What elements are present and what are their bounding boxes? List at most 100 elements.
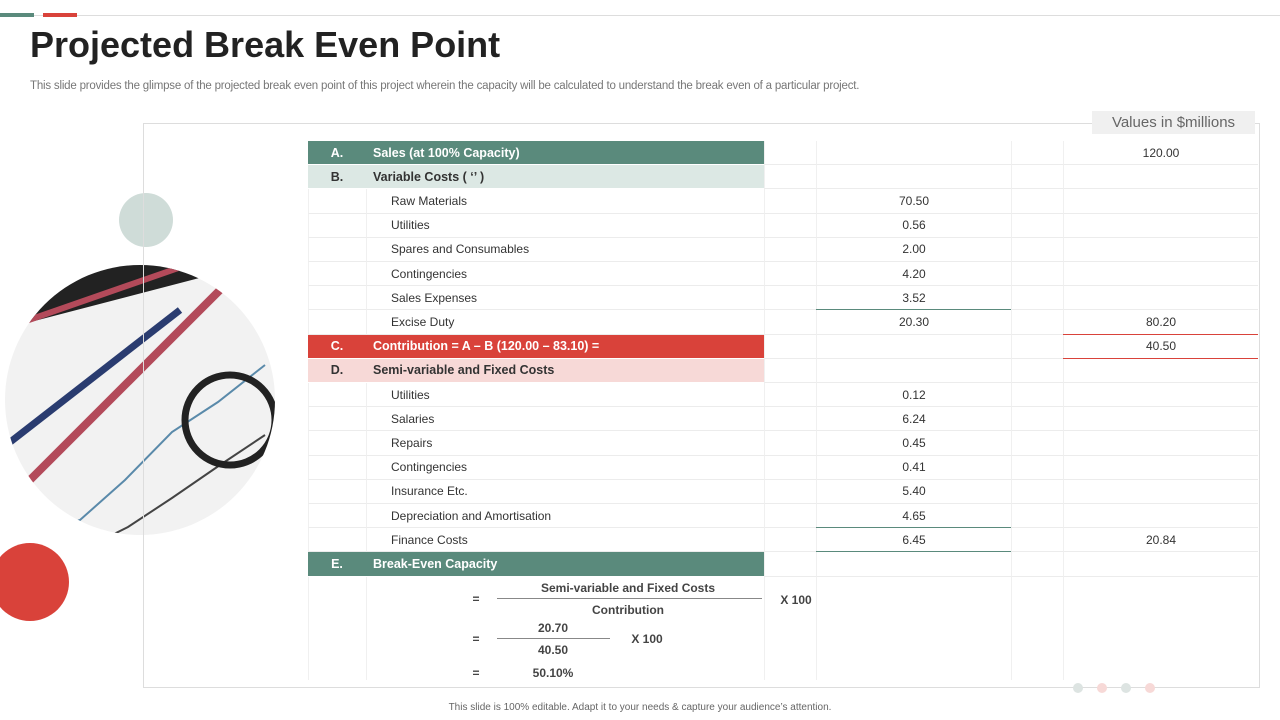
decor-dot (119, 193, 173, 247)
cell (816, 552, 1011, 577)
cell (1063, 552, 1258, 577)
cell (1063, 407, 1258, 432)
cell-label: Variable Costs ( ‘’ ) (366, 165, 764, 190)
cell (1063, 286, 1258, 311)
cell (1011, 552, 1063, 577)
cell (1011, 213, 1063, 238)
cell-amount: 4.65 (816, 504, 1011, 529)
cell (1063, 479, 1258, 504)
cell (1063, 358, 1258, 383)
cell (1011, 407, 1063, 432)
cell (764, 358, 816, 383)
photo-content (5, 265, 275, 535)
cell (1063, 213, 1258, 238)
cell (1063, 455, 1258, 480)
cell-total: 80.20 (1063, 310, 1258, 335)
cell (764, 237, 816, 262)
cell (1011, 383, 1063, 408)
cell-amount: 5.40 (816, 479, 1011, 504)
cell-label: Contingencies (366, 262, 764, 287)
cell (764, 262, 816, 287)
cell (308, 310, 366, 335)
cell-label: Depreciation and Amortisation (366, 504, 764, 529)
numerator: 20.70 (537, 621, 569, 635)
cell-amount: 6.24 (816, 407, 1011, 432)
cell (308, 237, 366, 262)
column-border (1063, 576, 1064, 680)
sum-rule (1063, 357, 1258, 359)
cell (1011, 286, 1063, 311)
result: 50.10% (532, 666, 574, 680)
photo-circle (5, 265, 275, 535)
sum-rule (816, 527, 1011, 529)
cell (1011, 310, 1063, 335)
cell (816, 334, 1011, 359)
cell (308, 286, 366, 311)
fraction-bar (497, 598, 762, 599)
denominator: 40.50 (537, 643, 569, 657)
cell (764, 334, 816, 359)
cell (1011, 479, 1063, 504)
equals: = (472, 632, 480, 646)
equals: = (472, 592, 480, 606)
accent-teal (0, 13, 34, 17)
cell-amount: 6.45 (816, 528, 1011, 553)
column-border (1011, 576, 1012, 680)
cell-total: 120.00 (1063, 141, 1258, 166)
cell (1011, 455, 1063, 480)
cell (764, 552, 816, 577)
cell (1063, 165, 1258, 190)
cell (764, 479, 816, 504)
nav-dot (1097, 683, 1107, 693)
cell-label: Sales Expenses (366, 286, 764, 311)
cell (816, 141, 1011, 166)
cell-label: Excise Duty (366, 310, 764, 335)
cell (1011, 358, 1063, 383)
multiplier: X 100 (631, 632, 663, 646)
sum-rule (816, 551, 1011, 553)
cell-label: Insurance Etc. (366, 479, 764, 504)
cell-label: Repairs (366, 431, 764, 456)
denominator: Contribution (592, 603, 664, 617)
nav-dot (1145, 683, 1155, 693)
cell (764, 213, 816, 238)
cell (1063, 262, 1258, 287)
cell-amount: 3.52 (816, 286, 1011, 311)
cell-label: Sales (at 100% Capacity) (366, 141, 764, 166)
cell (1063, 383, 1258, 408)
cell (1011, 165, 1063, 190)
cell-label: Contingencies (366, 455, 764, 480)
title: Projected Break Even Point (30, 24, 501, 65)
cell-label: Contribution = A – B (120.00 – 83.10) = (366, 334, 764, 359)
column-border (816, 576, 817, 680)
cell (308, 383, 366, 408)
multiplier: X 100 (780, 593, 812, 607)
cell-label: Raw Materials (366, 189, 764, 214)
cell-amount: 0.41 (816, 455, 1011, 480)
sum-rule (1063, 333, 1258, 335)
cell-label: Break-Even Capacity (366, 552, 764, 577)
cell (1011, 189, 1063, 214)
cell (1011, 504, 1063, 529)
cell (308, 407, 366, 432)
units-note: Values in $millions (1092, 111, 1255, 134)
cell (764, 286, 816, 311)
cell (308, 479, 366, 504)
cell (1011, 141, 1063, 166)
cell (1063, 431, 1258, 456)
cell-amount: 0.56 (816, 213, 1011, 238)
cell (764, 407, 816, 432)
cell (1063, 504, 1258, 529)
cell-amount: 0.12 (816, 383, 1011, 408)
cell-key: B. (308, 165, 366, 190)
fraction-bar (497, 638, 610, 639)
cell-label: Utilities (366, 213, 764, 238)
cell (308, 213, 366, 238)
cell (816, 165, 1011, 190)
cell (1063, 237, 1258, 262)
cell (764, 431, 816, 456)
cell (308, 528, 366, 553)
cell (764, 528, 816, 553)
top-rule (0, 15, 1280, 16)
